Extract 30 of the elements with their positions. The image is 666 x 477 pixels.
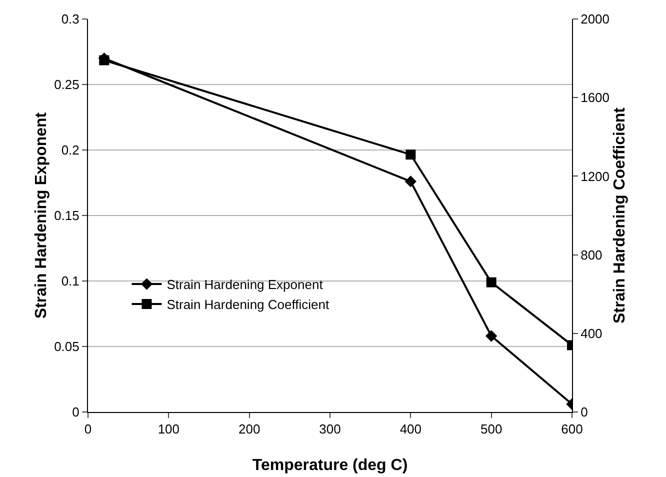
- y-tick-label: 0: [72, 404, 80, 420]
- y2-tick-label: 1200: [580, 168, 610, 184]
- legend-label: Strain Hardening Exponent: [166, 277, 324, 292]
- x-tick-label: 0: [84, 422, 92, 437]
- x-axis-title: Temperature (deg C): [252, 457, 408, 474]
- y2-axis-title: Strain Hardening Coefficient: [612, 106, 629, 324]
- x-tick-label: 600: [561, 422, 583, 437]
- y2-tick-label: 0: [580, 404, 588, 420]
- point: [404, 176, 417, 188]
- y-tick-label: 0.05: [54, 339, 80, 354]
- y-tick-label: 0.2: [61, 142, 80, 158]
- point: [406, 150, 416, 160]
- legend-label: Strain Hardening Coefficient: [166, 297, 330, 312]
- y2-tick-label: 2000: [580, 12, 610, 27]
- x-tick-label: 300: [319, 422, 341, 437]
- y2-tick-label: 1600: [580, 90, 610, 106]
- y-axis-title: Strain Hardening Exponent: [33, 112, 50, 319]
- x-tick-label: 500: [480, 422, 502, 437]
- y-tick-label: 0.1: [61, 274, 80, 289]
- point: [485, 330, 498, 342]
- x-tick-label: 400: [400, 422, 422, 437]
- y-tick-label: 0.25: [54, 77, 80, 92]
- y2-tick-label: 800: [580, 247, 602, 262]
- point: [486, 277, 496, 288]
- y2-tick-label: 400: [580, 326, 602, 341]
- y-tick-label: 0.3: [61, 12, 80, 27]
- x-tick-label: 200: [238, 422, 260, 437]
- x-tick-label: 100: [158, 422, 180, 437]
- y-tick-label: 0.15: [54, 208, 80, 224]
- point: [99, 55, 110, 66]
